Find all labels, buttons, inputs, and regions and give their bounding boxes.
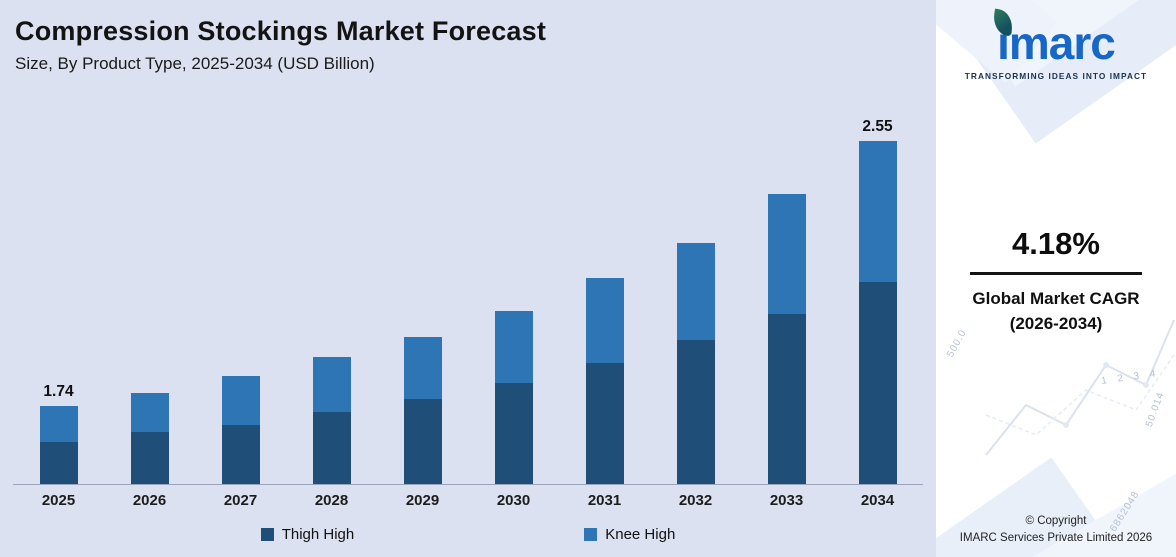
bar-group: [741, 125, 832, 484]
bar-segment-thigh-high: [585, 363, 624, 484]
bar-segment-knee-high: [494, 311, 533, 383]
stacked-bar: [403, 337, 442, 484]
stacked-bar: [39, 405, 78, 484]
bar-group: [195, 125, 286, 484]
stacked-bar: [130, 392, 169, 484]
legend-label: Knee High: [605, 526, 676, 543]
x-axis-label: 2026: [132, 492, 167, 509]
legend-label: Thigh High: [281, 526, 355, 543]
bar-segment-thigh-high: [312, 412, 351, 484]
stacked-bar: [767, 193, 806, 484]
bar-segment-thigh-high: [130, 431, 169, 484]
cagr-underline: [970, 272, 1142, 275]
x-axis-label: 2033: [769, 492, 804, 509]
stacked-bar: [858, 141, 897, 484]
x-axis-label: 2029: [405, 492, 440, 509]
copyright-line1: © Copyright: [1025, 514, 1087, 527]
bar-group: [650, 125, 741, 484]
sidebar-panel: 500.0 1 2 3 4 50.014 6862048 imarc TRANS…: [936, 0, 1176, 557]
bar-group: 1.74: [13, 125, 104, 484]
chart-panel: Compression Stockings Market Forecast Si…: [0, 0, 936, 557]
bar-chart-plot-area: 1.74 2.55: [13, 118, 923, 485]
copyright-line2: IMARC Services Private Limited 2026: [959, 531, 1153, 544]
bar-segment-knee-high: [39, 405, 78, 442]
stacked-bar: [312, 356, 351, 484]
bar-segment-knee-high: [312, 356, 351, 413]
cagr-label-line1: Global Market CAGR: [972, 289, 1140, 308]
x-axis-label: 2025: [41, 492, 76, 509]
imarc-logo: imarc TRANSFORMING IDEAS INTO IMPACT: [936, 0, 1176, 81]
bar-group: [559, 125, 650, 484]
bar-segment-knee-high: [130, 392, 169, 432]
x-axis-label: 2028: [314, 492, 349, 509]
legend-item: Thigh High: [260, 526, 355, 543]
bar-value-label: 1.74: [43, 382, 74, 400]
imarc-logo-text: imarc: [997, 17, 1116, 69]
stacked-bar: [494, 311, 533, 484]
bar-segment-thigh-high: [494, 382, 533, 484]
bar-segment-thigh-high: [858, 281, 897, 484]
chart-title: Compression Stockings Market Forecast: [15, 16, 547, 46]
cagr-label: Global Market CAGR (2026-2034): [936, 287, 1176, 336]
bar-segment-knee-high: [767, 193, 806, 315]
bar-segment-thigh-high: [221, 425, 260, 484]
bar-group: 2.55: [832, 118, 923, 484]
bar-segment-knee-high: [676, 242, 715, 341]
chart-legend: Thigh High Knee High: [0, 517, 936, 557]
bar-segment-knee-high: [221, 376, 260, 426]
chart-subtitle: Size, By Product Type, 2025-2034 (USD Bi…: [15, 54, 375, 73]
legend-item: Knee High: [584, 526, 675, 543]
copyright: © Copyright IMARC Services Private Limit…: [936, 513, 1176, 548]
cagr-label-line2: (2026-2034): [1009, 313, 1103, 333]
stacked-bar: [221, 376, 260, 484]
bar-group: [104, 125, 195, 484]
bar-group: [286, 125, 377, 484]
bar-segment-thigh-high: [767, 314, 806, 484]
x-axis-label: 2032: [678, 492, 713, 509]
bar-segment-thigh-high: [39, 441, 78, 484]
x-axis-label: 2034: [860, 492, 895, 509]
x-axis-label: 2030: [496, 492, 531, 509]
stacked-bar: [585, 278, 624, 484]
bar-segment-thigh-high: [403, 399, 442, 484]
decor-chart-graphic: [985, 319, 1175, 456]
bar-segment-knee-high: [858, 141, 897, 282]
bar-group: [468, 125, 559, 484]
bar-group: [377, 125, 468, 484]
bar-value-label: 2.55: [862, 118, 893, 136]
x-axis-label: 2027: [223, 492, 258, 509]
imarc-tagline: TRANSFORMING IDEAS INTO IMPACT: [964, 71, 1148, 81]
bar-segment-knee-high: [403, 337, 442, 400]
x-axis-labels: 2025 2026 2027 2028 2029 2030 2031 2032 2033 2034: [13, 485, 923, 517]
cagr-value: 4.18%: [1012, 226, 1100, 261]
bar-segment-knee-high: [585, 278, 624, 364]
legend-swatch: [584, 528, 598, 541]
stacked-bar: [676, 242, 715, 484]
cagr-block: 4.18% Global Market CAGR (2026-2034): [936, 226, 1176, 336]
chart-header: Compression Stockings Market Forecast Si…: [0, 0, 936, 74]
bar-segment-thigh-high: [676, 340, 715, 484]
x-axis-label: 2031: [587, 492, 622, 509]
legend-swatch: [260, 528, 274, 541]
